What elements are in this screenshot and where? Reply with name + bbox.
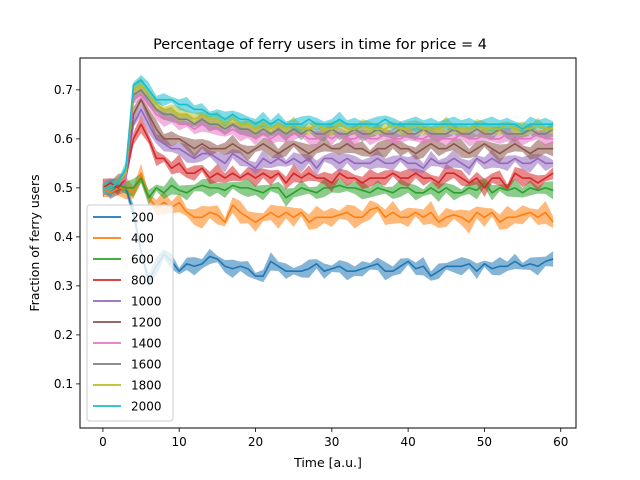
legend-label-200: 200 bbox=[131, 211, 154, 225]
band-800 bbox=[102, 115, 554, 197]
band-1400 bbox=[102, 88, 554, 195]
series-line-1000 bbox=[102, 108, 554, 189]
band-200 bbox=[102, 176, 554, 288]
band-400 bbox=[102, 163, 554, 234]
y-tick-label: 0.6 bbox=[54, 132, 73, 146]
legend-label-800: 800 bbox=[131, 274, 154, 288]
legend-label-1800: 1800 bbox=[131, 379, 162, 393]
chart-title: Percentage of ferry users in time for pr… bbox=[153, 37, 487, 53]
series-line-1200 bbox=[102, 98, 554, 189]
y-axis-ticks: 0.1 0.2 0.3 0.4 0.5 0.6 0.7 bbox=[54, 83, 80, 391]
x-tick-label: 50 bbox=[477, 435, 492, 449]
plot-frame bbox=[79, 57, 577, 429]
y-tick-label: 0.1 bbox=[54, 377, 73, 391]
y-tick-label: 0.4 bbox=[54, 230, 73, 244]
series-line-1600 bbox=[102, 89, 554, 189]
legend-label-1200: 1200 bbox=[131, 316, 162, 330]
legend-label-1400: 1400 bbox=[131, 337, 162, 351]
y-tick-label: 0.5 bbox=[54, 181, 73, 195]
x-tick-label: 10 bbox=[172, 435, 187, 449]
y-tick-label: 0.3 bbox=[54, 279, 73, 293]
band-2000 bbox=[102, 74, 554, 196]
series-line-1800 bbox=[102, 84, 554, 189]
x-tick-label: 40 bbox=[400, 435, 415, 449]
x-axis-ticks: 0 10 20 30 40 50 60 bbox=[99, 428, 568, 449]
legend: 200 400 600 800 1000 1200 1400 1600 1800 2000 bbox=[86, 204, 174, 422]
legend-label-1600: 1600 bbox=[131, 358, 162, 372]
legend-label-1000: 1000 bbox=[131, 295, 162, 309]
series-line-200 bbox=[102, 184, 554, 282]
band-600 bbox=[102, 173, 554, 207]
legend-label-600: 600 bbox=[131, 253, 154, 267]
x-axis-label: Time [a.u.] bbox=[293, 455, 362, 470]
confidence-bands bbox=[102, 74, 554, 288]
series-line-400 bbox=[102, 172, 554, 223]
y-tick-label: 0.2 bbox=[54, 328, 73, 342]
series-line-600 bbox=[102, 177, 554, 199]
x-tick-label: 20 bbox=[248, 435, 263, 449]
legend-label-400: 400 bbox=[131, 232, 154, 246]
series-line-800 bbox=[102, 123, 554, 189]
band-1200 bbox=[102, 96, 554, 195]
y-axis-label: Fraction of ferry users bbox=[27, 174, 42, 311]
series-line-1400 bbox=[102, 93, 554, 189]
y-tick-label: 0.7 bbox=[54, 83, 73, 97]
x-tick-label: 60 bbox=[553, 435, 568, 449]
legend-label-2000: 2000 bbox=[131, 400, 162, 414]
x-tick-label: 30 bbox=[324, 435, 339, 449]
x-tick-label: 0 bbox=[99, 435, 107, 449]
series-lines bbox=[102, 79, 554, 282]
series-line-2000 bbox=[102, 79, 554, 189]
